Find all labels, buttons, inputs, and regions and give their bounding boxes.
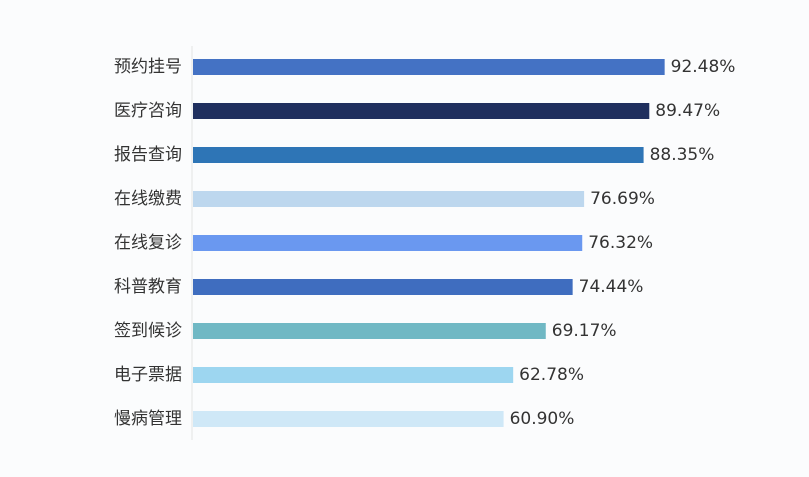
category-label: 医疗咨询 [114, 101, 182, 121]
value-label: 76.32% [588, 233, 653, 253]
bar [193, 367, 514, 383]
category-label: 电子票据 [114, 365, 182, 385]
category-label: 在线缴费 [114, 189, 182, 209]
value-label: 92.48% [671, 57, 736, 77]
bar [193, 235, 583, 251]
bar [193, 279, 573, 295]
bar [193, 191, 585, 207]
category-label: 科普教育 [114, 277, 182, 297]
bar [193, 103, 650, 119]
category-label: 报告查询 [114, 145, 182, 165]
value-label: 60.90% [510, 409, 575, 429]
bar [193, 323, 546, 339]
bar [193, 147, 644, 163]
category-label: 预约挂号 [114, 57, 182, 77]
bar [193, 411, 504, 427]
value-label: 69.17% [552, 321, 617, 341]
bar [193, 59, 665, 75]
category-label: 签到候诊 [114, 321, 182, 341]
category-label: 慢病管理 [114, 408, 182, 429]
value-label: 76.69% [590, 189, 655, 209]
bars-layer: 预约挂号 92.48% 医疗咨询 89.47% 报告查询 88.35% 在线缴费 76.69%… [114, 57, 735, 429]
value-label: 62.78% [519, 365, 584, 385]
value-label: 74.44% [579, 277, 644, 297]
value-label: 88.35% [650, 145, 715, 165]
category-label: 在线复诊 [114, 233, 182, 253]
value-label: 89.47% [655, 101, 720, 121]
